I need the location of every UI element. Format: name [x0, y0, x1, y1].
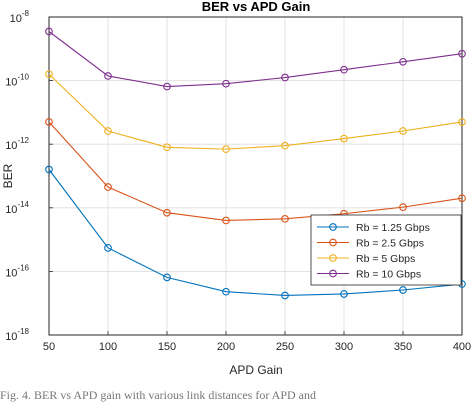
- x-tick-label: 250: [276, 341, 294, 353]
- data-point: [222, 216, 230, 225]
- legend-marker: [329, 254, 337, 262]
- data-point: [222, 145, 230, 153]
- data-point: [340, 290, 348, 298]
- data-point: [399, 286, 407, 294]
- data-point: [340, 65, 348, 74]
- legend-marker: [329, 269, 337, 278]
- data-point: [458, 49, 466, 58]
- data-point: [104, 183, 112, 191]
- legend-label: Rb = 5 Gbps: [356, 253, 415, 265]
- x-tick-label: 300: [335, 341, 353, 353]
- figure-caption: Fig. 4. BER vs APD gain with various lin…: [0, 388, 316, 402]
- data-point: [104, 72, 112, 80]
- legend-label: Rb = 2.5 Gbps: [356, 238, 424, 250]
- x-tick-label: 150: [158, 341, 176, 353]
- y-tick-label: 10-14: [5, 200, 29, 216]
- grid: [49, 17, 462, 335]
- data-point: [163, 143, 171, 152]
- data-point: [281, 73, 289, 82]
- plot-area-frame: [48, 16, 463, 336]
- y-tick-label: 10-12: [5, 136, 29, 152]
- data-point: [281, 141, 289, 150]
- series-line: [48, 169, 463, 297]
- series-line: [48, 73, 463, 150]
- data-point: [399, 203, 407, 211]
- legend-label: Rb = 1.25 Gbps: [356, 222, 430, 234]
- data-point: [399, 127, 407, 135]
- data-point: [281, 291, 289, 300]
- data-point: [399, 57, 407, 66]
- x-tick-label: 50: [43, 341, 55, 353]
- y-tick-label: 10-8: [10, 9, 30, 25]
- data-point: [163, 82, 171, 91]
- legend-marker: [329, 238, 337, 247]
- data-point: [281, 214, 289, 223]
- data-point: [45, 70, 53, 78]
- series-group: [45, 70, 466, 153]
- data-point: [45, 27, 53, 36]
- data-point: [45, 165, 53, 174]
- series-line: [48, 121, 463, 222]
- data-point: [222, 79, 230, 88]
- x-tick-label: 100: [99, 341, 117, 353]
- y-tick-label: 10-10: [5, 73, 29, 89]
- data-point: [458, 194, 466, 203]
- y-tick-label: 10-18: [5, 327, 29, 343]
- data-point: [340, 134, 348, 143]
- series-lines: [45, 27, 466, 300]
- data-point: [104, 127, 112, 135]
- data-point: [458, 118, 466, 126]
- legend-label: Rb = 10 Gbps: [356, 269, 421, 281]
- y-tick-label: 10-16: [5, 263, 29, 279]
- x-axis-title: APD Gain: [229, 363, 282, 377]
- x-tick-label: 200: [217, 341, 235, 353]
- data-point: [163, 273, 171, 282]
- data-point: [163, 208, 171, 217]
- ber-chart: BER vs APD Gain 50 100 150 200 250 300 350 400 1…: [1, 0, 471, 377]
- legend-marker: [329, 223, 337, 231]
- series-group: [45, 165, 466, 300]
- y-axis-title: BER: [1, 163, 15, 188]
- legend: Rb = 1.25 Gbps Rb = 2.5 Gbps Rb = 5 Gbps Rb…: [310, 214, 462, 286]
- series-group: [45, 118, 466, 225]
- x-tick-label: 400: [453, 341, 471, 353]
- series-line: [48, 31, 463, 88]
- data-point: [45, 118, 53, 126]
- x-tick-label: 350: [394, 341, 412, 353]
- data-point: [104, 244, 112, 252]
- axis-ticks: 50 100 150 200 250 300 350 400 10-18 10-16 10-14 10…: [5, 9, 471, 353]
- series-group: [45, 27, 466, 91]
- chart-title: BER vs APD Gain: [202, 0, 311, 14]
- data-point: [222, 287, 230, 296]
